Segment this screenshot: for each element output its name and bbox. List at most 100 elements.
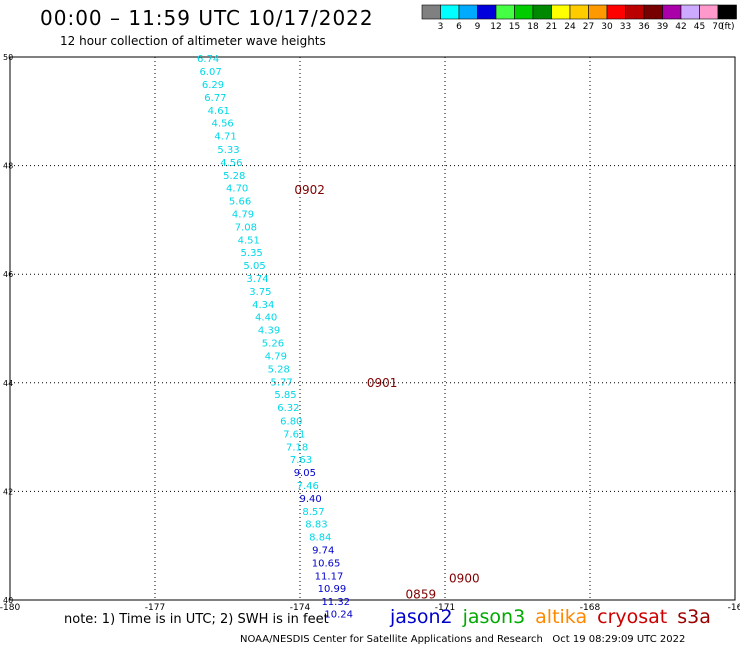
colorbar-swatch (440, 4, 460, 20)
wave-height-label: 4.61 (208, 106, 230, 117)
satellite-cryosat: cryosat (597, 606, 668, 628)
colorbar-swatch (699, 4, 719, 20)
footer-note: note: 1) Time is in UTC; 2) SWH is in fe… (64, 612, 329, 627)
satellite-s3a: s3a (677, 606, 711, 628)
colorbar-swatch (421, 4, 441, 20)
time-label: 0859 (406, 588, 437, 602)
wave-height-label: 4.70 (226, 183, 248, 194)
wave-height-label: 5.77 (271, 378, 293, 389)
wave-height-label: 11.17 (315, 572, 344, 583)
colorbar-label: 24 (564, 22, 576, 32)
wave-height-label: 8.84 (309, 532, 331, 543)
wave-height-label: 7.08 (235, 222, 257, 233)
colorbar-swatch (717, 4, 737, 20)
wave-height-label: 10.24 (324, 610, 353, 621)
colorbar-label: 39 (657, 22, 669, 32)
wave-height-label: 5.05 (243, 261, 265, 272)
colorbar-label: 27 (583, 22, 594, 32)
y-tick-label: 50 (3, 53, 13, 62)
wave-height-label: 9.74 (312, 546, 334, 557)
colorbar-swatch (458, 4, 478, 20)
colorbar-swatch (625, 4, 645, 20)
colorbar-swatch (477, 4, 497, 20)
y-tick-label: 44 (3, 379, 13, 388)
colorbar-swatch (495, 4, 515, 20)
wave-height-label: 10.99 (318, 584, 347, 595)
colorbar-label: 21 (546, 22, 557, 32)
colorbar-swatch (569, 4, 589, 20)
wave-height-label: 6.29 (202, 80, 224, 91)
colorbar-label: 36 (638, 22, 650, 32)
wave-height-label: 6.07 (199, 67, 221, 78)
colorbar-swatch (662, 4, 682, 20)
wave-height-label: 4.71 (214, 132, 236, 143)
plot-frame (9, 56, 736, 601)
wave-height-label: 7.46 (297, 481, 319, 492)
wave-height-label: 6.80 (280, 416, 302, 427)
wave-height-label: 6.32 (277, 403, 299, 414)
wave-height-label: 4.34 (252, 300, 274, 311)
colorbar-swatch (551, 4, 571, 20)
x-tick-label: -180 (0, 603, 20, 613)
wave-height-label: 5.28 (268, 365, 290, 376)
colorbar-swatch (532, 4, 552, 20)
wave-height-label: 6.77 (204, 93, 226, 104)
colorbar-swatch (606, 4, 626, 20)
y-tick-label: 46 (3, 270, 13, 279)
wave-height-label: 6.74 (197, 54, 219, 65)
wave-height-label: 7.18 (286, 442, 308, 453)
colorbar-label: 6 (456, 22, 462, 32)
wave-height-label: 5.35 (241, 248, 263, 259)
wave-height-label: 4.56 (212, 119, 234, 130)
time-label: 0902 (294, 183, 325, 197)
wave-height-label: 8.57 (302, 507, 324, 518)
y-tick-label: 40 (3, 596, 13, 605)
credit-line: NOAA/NESDIS Center for Satellite Applica… (240, 634, 686, 645)
colorbar-swatch (588, 4, 608, 20)
time-label: 0901 (367, 376, 398, 390)
wave-height-label: 4.40 (255, 313, 277, 324)
wave-height-label: 5.33 (217, 145, 239, 156)
wave-height-label: 7.63 (290, 455, 312, 466)
chart-subtitle: 12 hour collection of altimeter wave hei… (60, 34, 326, 48)
colorbar-label: 70 (712, 22, 724, 32)
x-tick-label: -16 (728, 603, 740, 613)
x-tick-label: -174 (290, 603, 311, 613)
colorbar-label: 33 (620, 22, 631, 32)
colorbar-swatch (643, 4, 663, 20)
y-tick-label: 42 (3, 487, 13, 496)
satellite-altika: altika (535, 606, 588, 628)
wave-height-label: 4.51 (238, 235, 260, 246)
wave-height-label: 4.79 (232, 209, 254, 220)
satellite-legend: jason2 jason3 altika cryosat s3a (390, 606, 721, 628)
wave-height-label: 8.83 (305, 519, 327, 530)
colorbar-label: 30 (601, 22, 613, 32)
wave-height-label: 5.26 (262, 339, 284, 350)
wave-height-label: 9.05 (294, 468, 316, 479)
wave-height-label: 5.66 (229, 196, 251, 207)
wave-height-label: 10.65 (312, 559, 341, 570)
wave-height-label: 3.74 (246, 274, 268, 285)
wave-height-label: 4.56 (220, 158, 242, 169)
colorbar-swatch (680, 4, 700, 20)
colorbar-label: 9 (475, 22, 481, 32)
plot-grid: -180 -177 -174 -171 -168 -16 40 42 44 46 48 50 (0, 53, 740, 613)
colorbar-unit: (ft) (721, 22, 735, 32)
chart-title: 00:00 – 11:59 UTC 10/17/2022 (40, 6, 374, 30)
x-tick-label: -171 (435, 603, 455, 613)
colorbar-legend: 3 6 9 12 15 18 21 24 27 30 33 36 39 42 45 70(ft) (421, 4, 737, 32)
colorbar-label: 45 (694, 22, 705, 32)
wave-height-label: 5.28 (223, 171, 245, 182)
wave-height-label: 7.61 (283, 429, 305, 440)
wave-height-label: 9.40 (300, 494, 322, 505)
wave-height-label: 5.85 (274, 390, 296, 401)
y-tick-label: 48 (3, 162, 13, 171)
colorbar-label: 18 (527, 22, 539, 32)
data-marks: 6.74 6.07 6.29 6.77 4.61 4.56 4.71 5.33 4.56 5.28… (197, 54, 480, 620)
wave-height-label: 4.79 (265, 352, 287, 363)
wave-height-label: 4.39 (258, 326, 280, 337)
x-tick-label: -177 (145, 603, 165, 613)
wave-height-label: 11.32 (321, 597, 350, 608)
time-label: 0900 (449, 571, 480, 585)
